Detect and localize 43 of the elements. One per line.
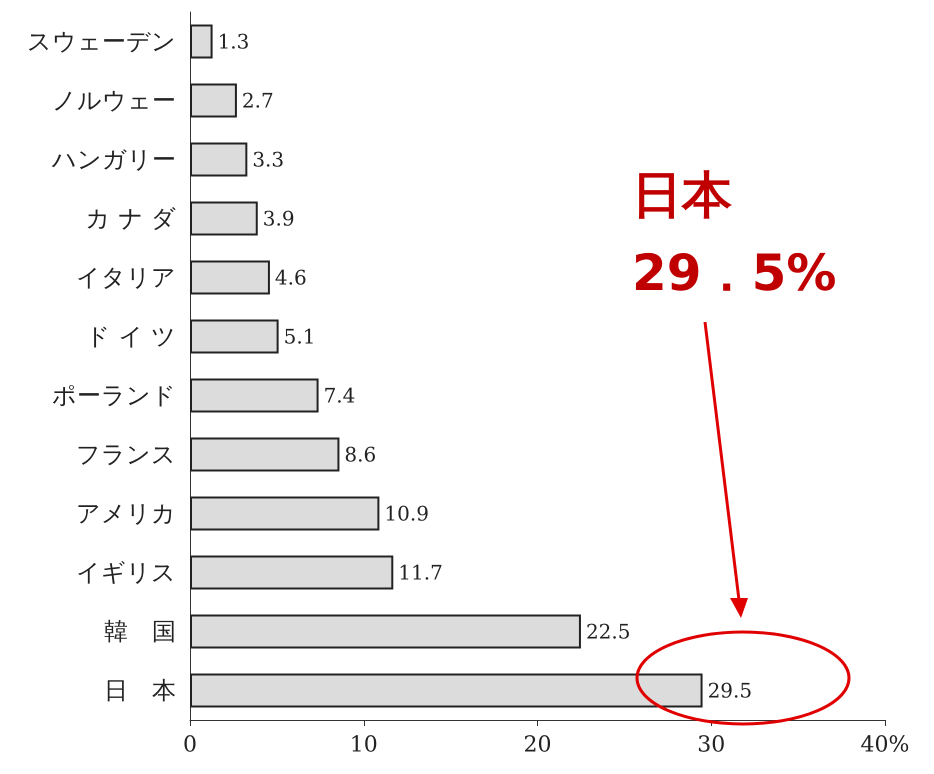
bar [190,378,319,412]
y-tick-label: ポーランド [52,382,176,410]
data-label: 2.7 [242,88,274,112]
y-tick-label: 日 本 [104,676,176,704]
bar [190,260,270,294]
bar [190,202,258,236]
y-tick-label: 韓 国 [104,618,176,646]
data-label: 4.6 [274,266,307,290]
y-tick-label: スウェーデン [27,28,176,56]
data-label: 7.4 [324,384,356,408]
x-tick-label: 0 [183,732,197,758]
annotation: 29．5% [632,244,836,302]
bar [190,674,703,708]
data-label: 29.5 [708,678,752,702]
bar [190,438,340,472]
x-tick-label: 40% [860,732,910,758]
bar [190,556,394,590]
data-label: 8.6 [344,442,376,466]
x-tick-label: 20 [524,732,552,758]
data-label: 3.3 [252,148,284,172]
x-tick-label: 10 [350,732,378,758]
y-tick-label: カ ナ ダ [86,204,176,232]
data-label: 1.3 [218,30,250,54]
y-tick-label: イギリス [76,558,176,586]
data-label: 22.5 [586,620,630,644]
y-tick-label: イタリア [76,264,176,292]
data-label: 5.1 [284,324,316,348]
y-tick-label: ノルウェー [52,86,176,114]
bar [190,24,213,58]
bar [190,496,380,530]
bar [190,320,279,354]
bar [190,84,237,118]
data-label: 3.9 [262,206,295,230]
annotation: 日本 [632,166,732,224]
y-tick-label: フランス [76,440,176,468]
bar [190,614,581,648]
bar [190,142,248,176]
data-label: 11.7 [398,560,443,584]
data-label: 10.9 [384,502,429,526]
y-tick-label: アメリカ [76,500,176,528]
y-tick-label: ハンガリー [51,146,176,174]
x-tick-label: 30 [697,732,726,758]
y-tick-label: ド イ ツ [86,322,176,350]
